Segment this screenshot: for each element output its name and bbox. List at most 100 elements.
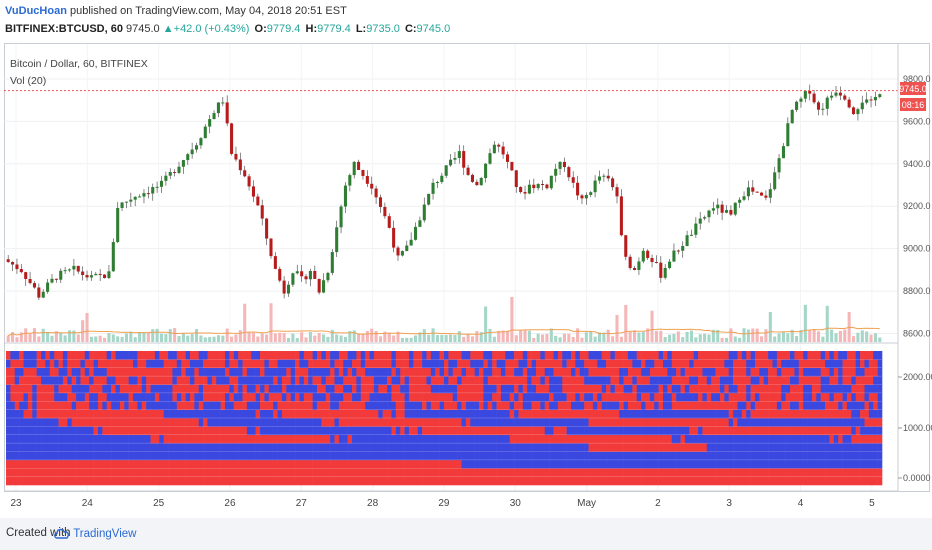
heatmap-cell bbox=[575, 351, 581, 360]
heatmap-cell bbox=[623, 418, 629, 427]
heatmap-cell bbox=[816, 392, 821, 402]
heatmap-cell bbox=[693, 376, 699, 385]
tradingview-logo[interactable]: TradingView bbox=[54, 527, 137, 540]
heatmap-cell bbox=[448, 401, 454, 410]
candle-body bbox=[251, 186, 256, 197]
heatmap-cell bbox=[111, 451, 116, 461]
heatmap-cell bbox=[422, 351, 427, 360]
heatmap-cell bbox=[636, 351, 642, 360]
heatmap-cell bbox=[119, 443, 125, 452]
heatmap-cell bbox=[566, 351, 572, 360]
candle-body bbox=[457, 151, 461, 158]
heatmap-cell bbox=[654, 384, 659, 394]
heatmap-cell bbox=[106, 459, 112, 469]
heatmap-cell bbox=[505, 434, 510, 444]
heatmap-cell bbox=[295, 359, 300, 369]
heatmap-cell bbox=[49, 351, 55, 360]
heatmap-cell bbox=[470, 459, 475, 469]
heatmap-cell bbox=[667, 476, 673, 486]
candle-body bbox=[111, 242, 115, 272]
heatmap-cell bbox=[540, 418, 546, 427]
heatmap-cell bbox=[500, 434, 506, 444]
heatmap-cell bbox=[487, 451, 493, 461]
heatmap-cell bbox=[842, 401, 848, 410]
volume-bar bbox=[628, 331, 632, 342]
candle-body bbox=[628, 256, 632, 268]
heatmap-cell bbox=[465, 359, 471, 369]
heatmap-cell bbox=[172, 468, 178, 477]
heatmap-cell bbox=[479, 376, 484, 385]
heatmap-cell bbox=[790, 401, 795, 410]
heatmap-cell bbox=[229, 351, 235, 360]
heatmap-cell bbox=[268, 376, 274, 385]
heatmap-cell bbox=[667, 367, 673, 377]
candle-body bbox=[89, 275, 93, 278]
heatmap-cell bbox=[448, 376, 454, 385]
volume-bar bbox=[396, 331, 400, 342]
heatmap-cell bbox=[750, 392, 756, 402]
heatmap-cell bbox=[509, 401, 515, 410]
heatmap-cell bbox=[36, 409, 42, 419]
heatmap-cell bbox=[658, 426, 664, 436]
heatmap-cell bbox=[855, 401, 861, 410]
heatmap-cell bbox=[229, 384, 235, 394]
heatmap-cell bbox=[737, 418, 743, 427]
candle-body bbox=[703, 217, 707, 219]
heatmap-cell bbox=[430, 351, 436, 360]
heatmap-cell bbox=[825, 367, 830, 377]
heatmap-cell bbox=[759, 359, 765, 369]
heatmap-cell bbox=[128, 468, 134, 477]
heatmap-cell bbox=[470, 359, 475, 369]
heatmap-cell bbox=[303, 426, 309, 436]
heatmap-cell bbox=[303, 392, 309, 402]
chart-canvas[interactable]: 8600.08800.09000.09200.09400.09600.09800… bbox=[0, 0, 932, 518]
heatmap-cell bbox=[211, 443, 217, 452]
heatmap-cell bbox=[295, 392, 300, 402]
heatmap-cell bbox=[23, 459, 29, 469]
heatmap-cell bbox=[76, 468, 81, 477]
heatmap-cell bbox=[150, 351, 156, 360]
heatmap-cell bbox=[645, 476, 651, 486]
heatmap-cell bbox=[106, 476, 112, 486]
heatmap-cell bbox=[382, 434, 388, 444]
heatmap-cell bbox=[255, 434, 261, 444]
heatmap-cell bbox=[527, 376, 532, 385]
heatmap-cell bbox=[527, 476, 532, 486]
heatmap-cell bbox=[724, 459, 729, 469]
heatmap-cell bbox=[566, 459, 572, 469]
heatmap-cell bbox=[509, 426, 515, 436]
heatmap-cell bbox=[531, 459, 537, 469]
heatmap-cell bbox=[352, 476, 357, 486]
heatmap-cell bbox=[238, 476, 243, 486]
heatmap-cell bbox=[877, 468, 883, 477]
candle-body bbox=[654, 262, 658, 264]
heatmap-cell bbox=[225, 443, 230, 452]
heatmap-cell bbox=[255, 376, 261, 385]
heatmap-cell bbox=[846, 443, 852, 452]
heatmap-cell bbox=[627, 451, 633, 461]
heatmap-cell bbox=[36, 384, 42, 394]
heatmap-cell bbox=[649, 359, 655, 369]
heatmap-cell bbox=[290, 351, 296, 360]
heatmap-cell bbox=[457, 418, 462, 427]
heatmap-cell bbox=[413, 468, 419, 477]
heatmap-cell bbox=[457, 392, 462, 402]
heatmap-cell bbox=[330, 468, 335, 477]
heatmap-cell bbox=[444, 376, 449, 385]
heatmap-cell bbox=[194, 351, 200, 360]
heatmap-cell bbox=[606, 401, 611, 410]
author-link[interactable]: VuDucHoan bbox=[5, 5, 67, 17]
heatmap-cell bbox=[474, 384, 480, 394]
heatmap-cell bbox=[496, 409, 502, 419]
heatmap-cell bbox=[535, 443, 541, 452]
heatmap-cell bbox=[597, 459, 602, 469]
volume-bar bbox=[580, 337, 584, 342]
heatmap-cell bbox=[671, 351, 677, 360]
brand-name[interactable]: TradingView bbox=[73, 528, 137, 540]
heatmap-cell bbox=[772, 476, 778, 486]
heatmap-cell bbox=[798, 468, 804, 477]
heatmap-cell bbox=[689, 409, 694, 419]
heatmap-cell bbox=[76, 418, 81, 427]
heatmap-cell bbox=[54, 351, 59, 360]
heatmap-cell bbox=[733, 376, 738, 385]
